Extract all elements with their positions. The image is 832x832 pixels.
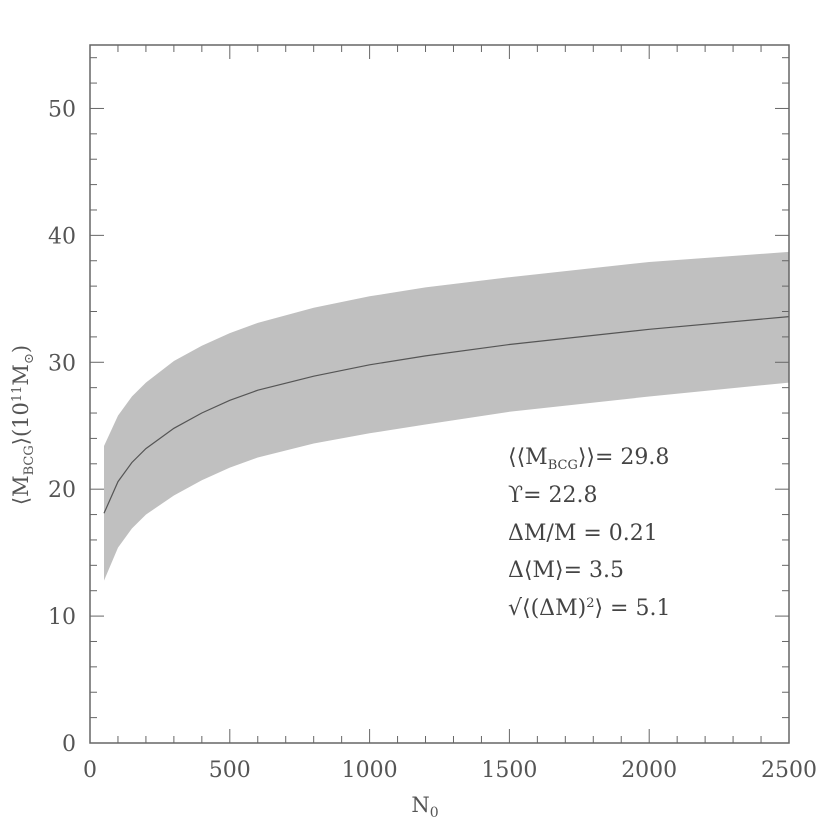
error-band-layer (104, 251, 789, 581)
annotation-delta-mean: Δ⟨M⟩= 3.5 (508, 558, 624, 583)
y-axis-title-sub: BCG (22, 445, 37, 475)
x-tick-label: 2000 (621, 758, 677, 783)
y-tick-label: 20 (48, 478, 76, 503)
y-tick-label: 10 (48, 605, 76, 630)
mean-line-layer (103, 316, 790, 514)
annotation-upsilon: ϒ= 22.8 (508, 483, 598, 508)
mean-line (103, 316, 790, 514)
y-axis-title: ⟨MBCG⟩(1011M⊙) (9, 345, 37, 505)
error-band (104, 251, 789, 581)
annotation-mean-mass: ⟨⟨MBCG⟩⟩= 29.8 (508, 445, 669, 473)
y-axis-title-close: ) (9, 345, 33, 353)
x-tick-label: 0 (83, 758, 97, 783)
x-axis-title-sub: 0 (430, 805, 439, 821)
y-axis-title-rest: ⟩(10 (9, 402, 33, 445)
y-tick-label: 40 (48, 224, 76, 249)
x-axis-title-main: N (411, 793, 429, 817)
y-tick-label: 0 (62, 732, 76, 757)
annotation-rms: √⟨(ΔM)2⟩ = 5.1 (508, 596, 670, 621)
y-axis-title-main: ⟨M (9, 475, 33, 505)
y-axis-title-sup: 11 (10, 386, 25, 403)
x-tick-labels: 0 500 1000 1500 2000 2500 (83, 758, 817, 783)
x-tick-label: 1500 (481, 758, 537, 783)
x-axis-title: N0 (411, 793, 438, 821)
x-tick-label: 500 (209, 758, 251, 783)
y-tick-label: 50 (48, 97, 76, 122)
annotation-fractional-scatter: ΔM/M = 0.21 (508, 521, 658, 546)
y-axis-title-unit: M (9, 364, 33, 386)
plot-frame (89, 44, 790, 744)
annotation-block: ⟨⟨MBCG⟩⟩= 29.8 ϒ= 22.8 ΔM/M = 0.21 Δ⟨M⟩=… (508, 445, 670, 621)
x-tick-label: 1000 (342, 758, 398, 783)
x-tick-label: 2500 (761, 758, 817, 783)
y-tick-label: 30 (48, 351, 76, 376)
y-axis-title-unit-sub: ⊙ (22, 353, 37, 364)
y-tick-labels: 0 10 20 30 40 50 (48, 97, 76, 757)
tick-marks (89, 45, 790, 744)
